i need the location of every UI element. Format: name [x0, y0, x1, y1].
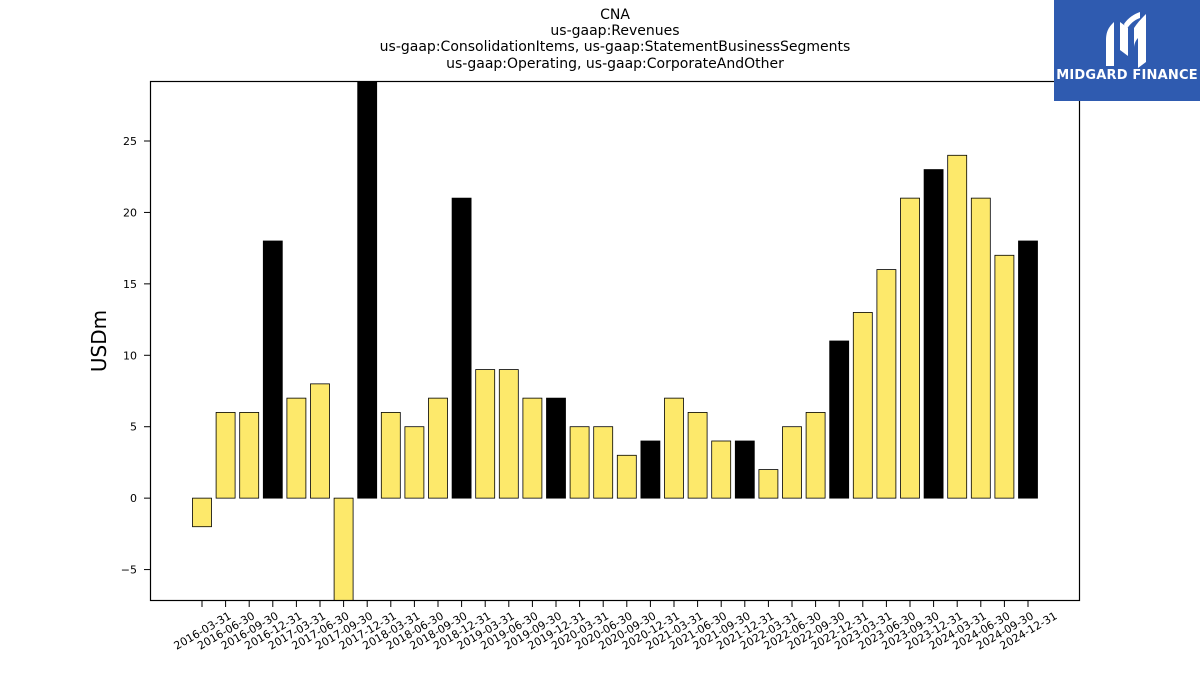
bar-2024-06-30	[970, 197, 991, 499]
bar-2023-03-31	[852, 312, 873, 499]
bar-2016-12-31	[262, 240, 283, 499]
bar-2019-09-30	[522, 397, 543, 499]
bar-2018-09-30	[428, 397, 448, 499]
y-tick-label: 10	[123, 349, 137, 362]
bar-2016-09-30	[239, 412, 260, 499]
bar-2021-03-31	[664, 397, 684, 499]
bar-2019-03-31	[475, 369, 496, 499]
bar-2024-09-30	[994, 254, 1015, 499]
bar-2019-06-30	[498, 369, 519, 499]
bar-2021-06-30	[687, 412, 708, 499]
x-axis: 2016-03-312016-06-302016-09-302016-12-31…	[172, 601, 1060, 653]
bar-2022-09-30	[805, 412, 826, 499]
bar-2020-03-31	[569, 426, 590, 499]
bar-2018-12-31	[451, 197, 472, 499]
bar-2023-09-30	[900, 197, 920, 499]
y-axis: −5 0 5 10 15 20 25	[121, 135, 150, 577]
plot-frame	[149, 80, 1081, 602]
y-tick-label: 15	[123, 278, 137, 291]
y-tick-label: 5	[130, 421, 137, 434]
y-tick-label: 20	[123, 206, 137, 219]
bar-2017-06-30	[310, 383, 330, 499]
y-tick-label: 0	[130, 492, 137, 505]
bar-2023-12-31	[923, 169, 944, 499]
bar-2019-12-31	[546, 397, 566, 499]
brand-logo-text: MIDGARD FINANCE	[1056, 68, 1198, 83]
bar-2023-06-30	[876, 269, 897, 499]
bar-2022-03-31	[758, 469, 779, 499]
bar-2018-06-30	[404, 426, 425, 499]
bar-2024-12-31	[1018, 240, 1038, 499]
bar-2022-12-31	[829, 340, 850, 499]
bar-2017-12-31	[357, 81, 378, 499]
bar-2021-09-30	[711, 440, 732, 499]
bar-2018-03-31	[380, 412, 401, 499]
chart-subtitle-3: us-gaap:Operating, us-gaap:CorporateAndO…	[446, 56, 784, 72]
y-tick-label: −5	[121, 564, 137, 577]
chart-subtitle-2: us-gaap:ConsolidationItems, us-gaap:Stat…	[379, 39, 851, 55]
chart-title: CNA	[600, 7, 630, 23]
bar-2017-09-30	[333, 497, 354, 601]
brand-logo: MIDGARD FINANCE	[1054, 0, 1200, 101]
bar-2020-06-30	[593, 426, 614, 499]
bar-2020-12-31	[640, 440, 661, 499]
bar-2016-06-30	[215, 412, 236, 499]
bar-2017-03-31	[286, 397, 307, 499]
bar-2021-12-31	[734, 440, 755, 499]
chart-subtitle-1: us-gaap:Revenues	[550, 23, 680, 39]
bar-2020-09-30	[616, 454, 637, 499]
bar-2024-03-31	[947, 154, 968, 499]
y-tick-label: 25	[123, 135, 137, 148]
y-axis-label: USDm	[87, 310, 111, 372]
bars	[192, 81, 1038, 601]
bar-2022-06-30	[782, 426, 802, 499]
bar-2016-03-31	[192, 497, 212, 528]
midgard-logo-icon	[1106, 12, 1146, 68]
